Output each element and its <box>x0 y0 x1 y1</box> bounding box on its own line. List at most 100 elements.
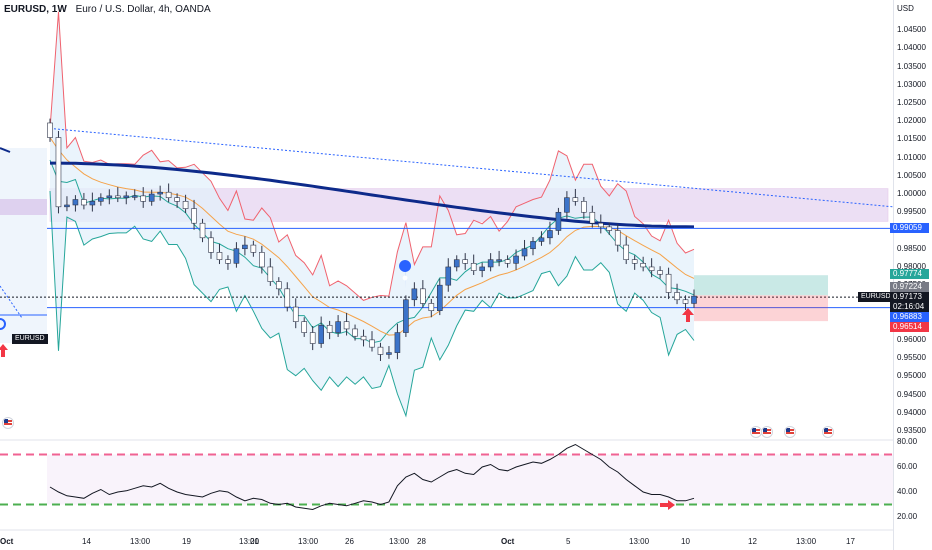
candle[interactable] <box>572 197 579 202</box>
candle[interactable] <box>216 252 223 260</box>
candle[interactable] <box>631 259 638 264</box>
candle[interactable] <box>470 263 477 271</box>
candle[interactable] <box>606 226 613 231</box>
countdown-tag: 02:16:04 <box>890 302 929 312</box>
candle[interactable] <box>81 199 87 206</box>
candle[interactable] <box>479 266 485 271</box>
candle[interactable] <box>292 306 299 322</box>
candle[interactable] <box>318 324 324 344</box>
us-flag-icon[interactable] <box>784 426 796 438</box>
candle[interactable] <box>225 259 231 264</box>
candle[interactable] <box>174 197 180 202</box>
candle[interactable] <box>64 204 70 208</box>
candle[interactable] <box>589 211 596 224</box>
candle[interactable] <box>657 270 663 275</box>
candle[interactable] <box>487 259 494 268</box>
candle[interactable] <box>386 352 392 355</box>
stop-price-tag: 0.96514 <box>890 322 929 332</box>
candle[interactable] <box>648 266 655 271</box>
candle[interactable] <box>581 201 587 213</box>
candle[interactable] <box>335 321 341 333</box>
us-flag-icon[interactable] <box>761 426 773 438</box>
candle[interactable] <box>55 137 62 208</box>
trendline[interactable] <box>49 127 894 208</box>
price-tick: 1.03000 <box>897 79 926 89</box>
candle[interactable] <box>665 273 672 293</box>
candle[interactable] <box>275 281 282 290</box>
candle[interactable] <box>436 284 443 312</box>
us-flag-icon[interactable] <box>2 417 14 429</box>
candle[interactable] <box>47 122 53 138</box>
time-label: 13:00 <box>130 537 151 546</box>
candle[interactable] <box>513 255 519 264</box>
candle[interactable] <box>420 288 426 304</box>
candle[interactable] <box>233 248 240 264</box>
candle[interactable] <box>640 263 646 268</box>
candle[interactable] <box>89 201 96 206</box>
us-flag-icon[interactable] <box>822 426 834 438</box>
candle[interactable] <box>521 248 528 257</box>
candle[interactable] <box>182 201 189 209</box>
candle[interactable] <box>369 339 375 348</box>
candle[interactable] <box>538 237 545 242</box>
candle[interactable] <box>352 328 358 337</box>
candle[interactable] <box>394 332 401 353</box>
candle[interactable] <box>267 266 274 282</box>
symbol-name[interactable]: EURUSD, 1W <box>4 4 67 15</box>
candle[interactable] <box>377 346 384 355</box>
candle[interactable] <box>445 266 452 286</box>
candle[interactable] <box>411 288 418 301</box>
candle[interactable] <box>242 244 248 250</box>
candle[interactable] <box>284 288 291 308</box>
candle[interactable] <box>453 259 460 268</box>
candle[interactable] <box>191 208 197 224</box>
last-price-tag: 0.97173 <box>890 292 929 302</box>
arrow-right-icon[interactable] <box>660 500 675 510</box>
candle[interactable] <box>462 259 469 264</box>
position-stop-zone[interactable] <box>694 295 828 322</box>
candle[interactable] <box>131 195 138 198</box>
candle[interactable] <box>674 292 680 301</box>
time-label: 26 <box>345 537 354 546</box>
candle[interactable] <box>98 197 104 202</box>
candle[interactable] <box>691 295 697 304</box>
candle[interactable] <box>114 195 121 198</box>
candle[interactable] <box>564 197 570 213</box>
candle[interactable] <box>123 195 130 198</box>
candle[interactable] <box>259 252 265 268</box>
candle[interactable] <box>496 259 502 262</box>
candle[interactable] <box>199 222 206 239</box>
candle[interactable] <box>547 230 553 239</box>
candle[interactable] <box>504 259 511 264</box>
candle[interactable] <box>614 230 621 246</box>
candle[interactable] <box>555 211 562 231</box>
rsi-line[interactable] <box>49 443 695 511</box>
candle[interactable] <box>250 244 257 253</box>
map-pin-icon[interactable] <box>399 260 412 289</box>
candle[interactable] <box>148 193 155 202</box>
candle[interactable] <box>682 299 689 304</box>
candle[interactable] <box>165 191 172 198</box>
candle[interactable] <box>428 303 435 311</box>
candle[interactable] <box>597 222 604 228</box>
candle[interactable] <box>343 321 350 330</box>
target-price-tag: 0.97774 <box>890 269 929 279</box>
candle[interactable] <box>309 332 316 344</box>
candle[interactable] <box>301 321 308 333</box>
arrow-up-icon[interactable] <box>682 308 694 322</box>
position-target-zone[interactable] <box>694 275 828 296</box>
candle[interactable] <box>403 299 409 333</box>
candle[interactable] <box>157 191 163 195</box>
candle[interactable] <box>623 244 630 260</box>
candle[interactable] <box>360 335 367 341</box>
candle[interactable] <box>326 324 333 333</box>
price-tick: 0.95000 <box>897 371 926 381</box>
candle[interactable] <box>106 195 113 198</box>
price-tick: 0.94500 <box>897 389 926 399</box>
candle[interactable] <box>530 241 536 250</box>
candle[interactable] <box>140 195 147 202</box>
candle[interactable] <box>208 237 214 253</box>
candle[interactable] <box>72 199 79 206</box>
